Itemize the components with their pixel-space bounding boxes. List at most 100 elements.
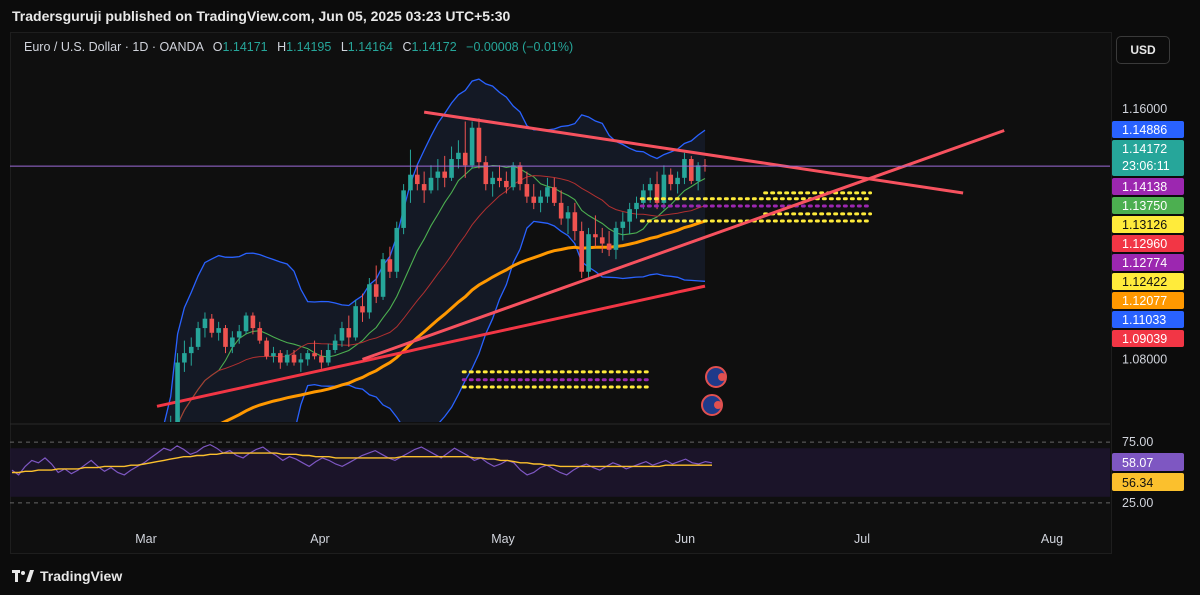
countdown-text: 23:06:11: [1122, 159, 1170, 173]
candle-body: [415, 174, 420, 185]
close-value: 1.14172: [411, 40, 457, 54]
candle-body: [264, 340, 269, 357]
candle-body: [593, 234, 598, 238]
published-caption: Tradersguruji published on TradingView.c…: [12, 8, 511, 24]
close-label: C: [402, 40, 412, 54]
x-tick: Jun: [675, 532, 695, 546]
x-tick: May: [491, 532, 515, 546]
candle-body: [408, 174, 413, 191]
candle-body: [367, 284, 372, 313]
price-label-box: [1112, 273, 1184, 290]
candle-body: [579, 231, 584, 272]
candle-body: [620, 221, 626, 228]
price-label-text: 1.12077: [1122, 294, 1167, 308]
candle-body: [394, 227, 400, 272]
price-chart[interactable]: 1.16000 1.08000 1.14886 1.14172 23:06:11 1.14…: [0, 0, 1200, 560]
candle-body: [517, 165, 523, 185]
candle-body: [435, 171, 441, 178]
candle-body: [449, 159, 454, 178]
candle-body: [647, 184, 653, 191]
rsi-tick: 25.00: [1122, 496, 1153, 510]
rsi-label-text: 58.07: [1122, 456, 1153, 470]
candle-body: [654, 184, 660, 203]
candle-body: [442, 171, 447, 178]
rsi-label-box: [1112, 473, 1184, 491]
candle-body: [401, 190, 406, 228]
trendline-0: [423, 110, 964, 195]
x-tick: Jul: [854, 532, 870, 546]
price-label-text: 1.12422: [1122, 275, 1167, 289]
rsi-ma-line: [12, 452, 712, 474]
price-label-box: [1112, 254, 1184, 271]
rsi-line: [11, 443, 713, 476]
candle-body: [641, 190, 646, 203]
candle-body: [599, 237, 605, 244]
ma-200-line: [156, 284, 706, 408]
candle-body: [668, 174, 674, 185]
price-label-text: 1.13750: [1122, 199, 1167, 213]
price-label-box: [1112, 330, 1184, 347]
price-label-text: 1.12960: [1122, 237, 1167, 251]
x-tick: Mar: [135, 532, 157, 546]
candle-body: [456, 152, 461, 160]
ma-slow-line: [178, 175, 706, 422]
candle-body: [483, 162, 489, 185]
high-value: 1.14195: [286, 40, 332, 54]
candle-body: [271, 353, 276, 357]
candle-body: [695, 165, 701, 181]
candle-body: [380, 259, 386, 297]
price-label-box: [1112, 292, 1184, 309]
candle-body: [175, 362, 180, 422]
candle-body: [202, 318, 208, 329]
price-label-box: [1112, 140, 1184, 176]
candle-body: [661, 174, 667, 203]
candle-body: [319, 356, 324, 363]
candle-body: [565, 212, 571, 219]
tradingview-logo[interactable]: TradingView: [12, 568, 122, 584]
rsi-label-box: [1112, 453, 1184, 471]
open-value: 1.14171: [222, 40, 268, 54]
candle-body: [346, 328, 352, 338]
x-tick: Aug: [1041, 532, 1063, 546]
tradingview-icon: [12, 570, 34, 582]
candle-body: [524, 184, 530, 197]
candle-body: [613, 227, 619, 250]
rsi-tick: 75.00: [1122, 435, 1153, 449]
candle-body: [291, 354, 297, 363]
price-label-box: [1112, 235, 1184, 252]
candle-body: [689, 159, 694, 181]
candle-body: [312, 353, 317, 357]
symbol-name[interactable]: Euro / U.S. Dollar · 1D · OANDA: [24, 40, 204, 54]
price-label-box: [1112, 311, 1184, 328]
candle-body: [278, 353, 283, 363]
candle-body: [373, 284, 379, 297]
top-bar: Tradersguruji published on TradingView.c…: [0, 0, 1200, 32]
price-label-box: [1112, 216, 1184, 233]
candle-body: [510, 165, 516, 188]
low-label: L: [340, 40, 348, 54]
candle-body: [360, 306, 365, 313]
brand-label: TradingView: [40, 568, 123, 584]
candle-body: [497, 177, 502, 181]
price-label-box: [1112, 121, 1184, 138]
symbol-legend: Euro / U.S. Dollar · 1D · OANDA O1.14171…: [24, 40, 573, 54]
price-label-text: 1.12774: [1122, 256, 1167, 270]
candle-body: [476, 127, 482, 163]
candle-body: [230, 337, 235, 347]
high-label: H: [277, 40, 287, 54]
candle-body: [257, 328, 263, 341]
currency-button[interactable]: USD: [1116, 36, 1170, 64]
candle-body: [469, 127, 475, 166]
candle-body: [387, 259, 393, 272]
candle-body: [188, 346, 194, 354]
bollinger-lower: [296, 220, 706, 422]
candle-body: [182, 353, 187, 363]
candle-body: [298, 359, 304, 363]
price-label-box: [1112, 197, 1184, 214]
candle-body: [538, 196, 543, 203]
candle-body: [250, 315, 256, 329]
low-value: 1.14164: [347, 40, 393, 54]
candle-body: [634, 202, 639, 210]
price-label-text: 1.14886: [1122, 123, 1167, 137]
candle-body: [552, 187, 557, 203]
